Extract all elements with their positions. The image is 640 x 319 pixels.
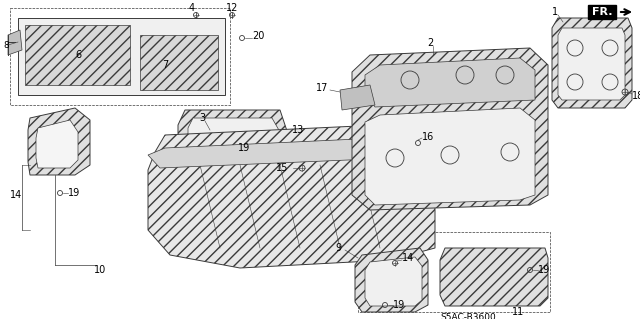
Text: 1: 1 [552,7,558,17]
Text: 3: 3 [199,113,205,123]
Text: 8: 8 [3,41,9,49]
Polygon shape [8,30,22,55]
Text: 20: 20 [252,31,264,41]
Polygon shape [552,18,632,108]
Polygon shape [148,125,435,268]
Polygon shape [365,257,422,306]
Polygon shape [558,28,625,100]
Text: FR.: FR. [592,7,612,17]
Text: 14: 14 [10,190,22,200]
Text: 2: 2 [427,38,433,48]
Polygon shape [140,35,218,90]
Text: 19: 19 [393,300,405,310]
Polygon shape [178,110,290,165]
FancyBboxPatch shape [588,5,616,19]
Polygon shape [365,108,535,205]
Text: 16: 16 [422,132,435,142]
Text: 10: 10 [94,265,106,275]
Text: 9: 9 [336,243,342,253]
Text: 19: 19 [238,143,250,153]
Polygon shape [188,118,280,158]
Polygon shape [340,85,375,110]
Polygon shape [355,248,428,312]
Text: 17: 17 [316,83,328,93]
Text: 7: 7 [162,60,168,70]
Text: 19: 19 [538,265,550,275]
Polygon shape [25,25,130,85]
Text: 4: 4 [189,3,195,13]
Text: 14: 14 [402,253,414,263]
Text: 12: 12 [226,3,238,13]
Polygon shape [440,248,548,306]
Text: 11: 11 [512,307,524,317]
Polygon shape [148,138,395,168]
Text: S5AC-B3600: S5AC-B3600 [440,314,496,319]
Text: 18: 18 [632,91,640,101]
Polygon shape [18,18,225,95]
Text: 13: 13 [292,125,304,135]
Polygon shape [352,48,548,210]
Text: 19: 19 [68,188,80,198]
Text: 6: 6 [75,50,81,60]
Polygon shape [28,108,90,175]
Polygon shape [36,120,78,168]
Polygon shape [365,58,535,107]
Text: 15: 15 [276,163,288,173]
